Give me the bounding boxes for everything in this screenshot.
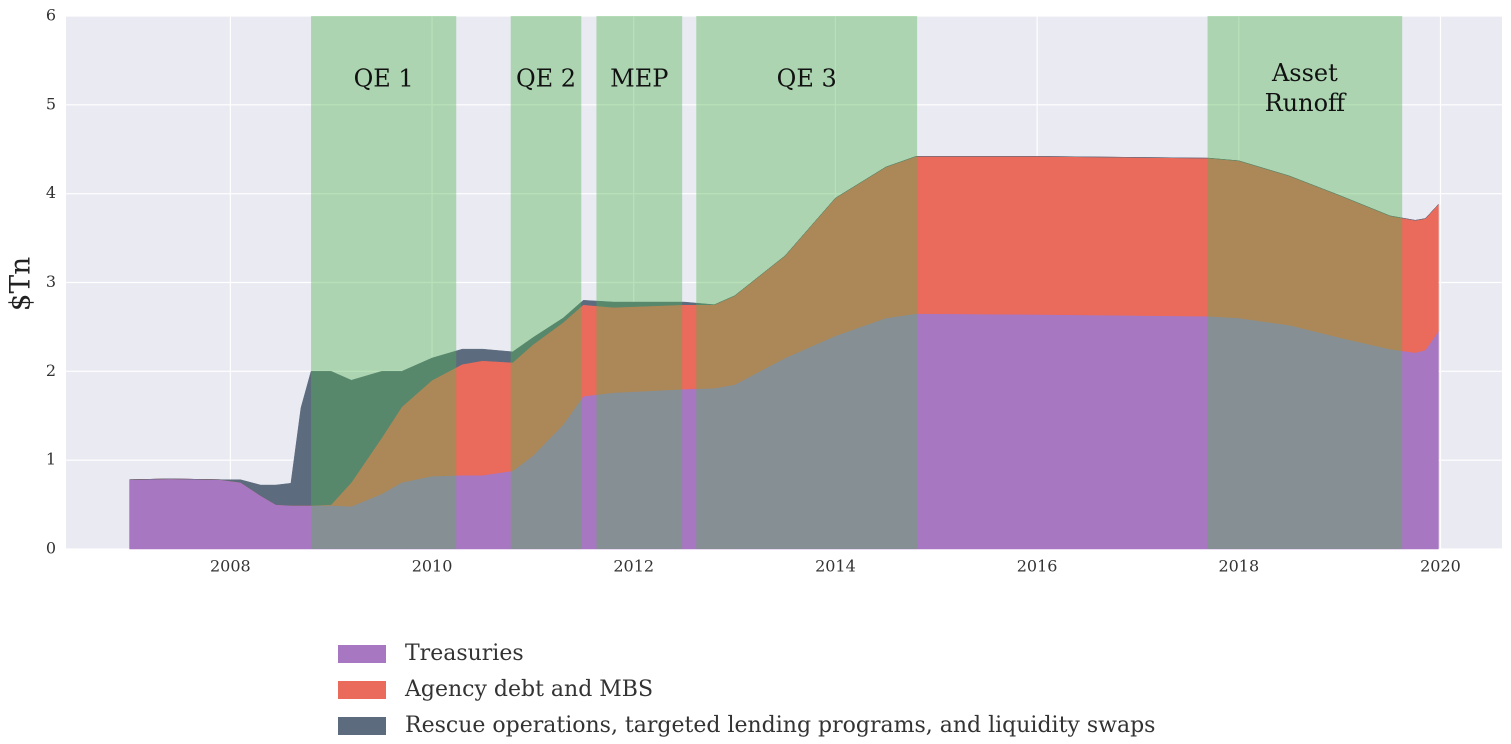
span-label: QE 3 xyxy=(777,65,837,93)
y-tick-label: 5 xyxy=(46,94,56,113)
legend-label: Treasuries xyxy=(405,641,524,666)
legend-label: Agency debt and MBS xyxy=(404,677,653,702)
shaded-span xyxy=(696,16,918,549)
span-label: MEP xyxy=(610,65,668,93)
shaded-span xyxy=(510,16,582,549)
y-tick-label: 6 xyxy=(46,6,56,25)
y-tick-label: 2 xyxy=(46,361,56,380)
y-tick-label: 1 xyxy=(46,450,56,469)
shaded-span xyxy=(1207,16,1403,549)
span-label: QE 1 xyxy=(354,65,414,93)
span-label: Asset Runoff xyxy=(1265,59,1347,117)
legend-swatch xyxy=(338,645,386,663)
x-tick-label: 2018 xyxy=(1218,557,1259,576)
y-axis-title: $Tn xyxy=(4,257,37,312)
y-tick-label: 3 xyxy=(46,272,56,291)
shaded-span xyxy=(311,16,457,549)
legend-swatch xyxy=(338,681,386,699)
legend-label: Rescue operations, targeted lending prog… xyxy=(405,713,1155,738)
x-tick-label: 2016 xyxy=(1017,557,1058,576)
y-tick-label: 4 xyxy=(46,183,56,202)
legend-swatch xyxy=(338,717,386,735)
shaded-span xyxy=(596,16,683,549)
span-label: QE 2 xyxy=(516,65,576,93)
x-tick-label: 2012 xyxy=(613,557,654,576)
x-tick-label: 2014 xyxy=(815,557,856,576)
x-tick-label: 2020 xyxy=(1420,557,1461,576)
x-tick-label: 2010 xyxy=(412,557,453,576)
y-tick-label: 0 xyxy=(46,539,56,558)
x-tick-label: 2008 xyxy=(210,557,251,576)
